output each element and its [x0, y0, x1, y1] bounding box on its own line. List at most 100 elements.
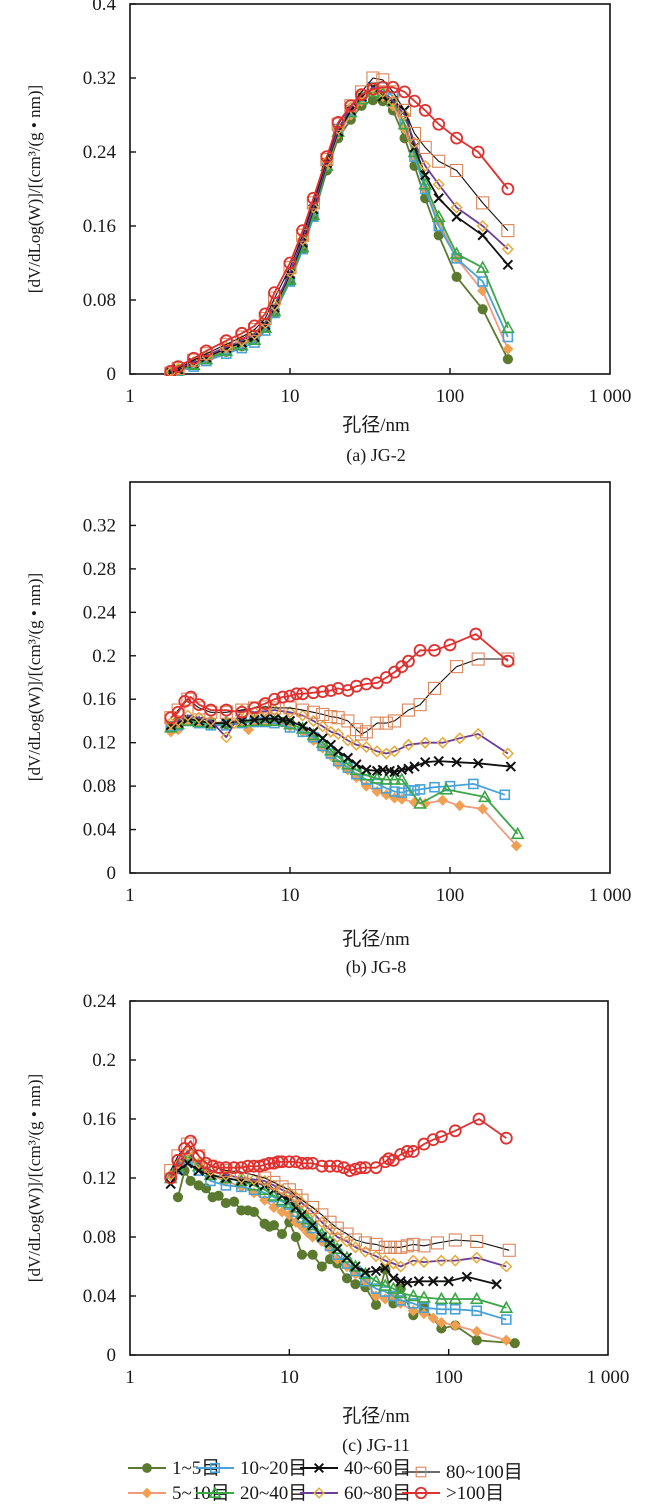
- data-point: [185, 1175, 196, 1187]
- data-point: [370, 771, 384, 784]
- data-point: [315, 1208, 329, 1222]
- data-point: [199, 344, 213, 358]
- data-point: [430, 1236, 444, 1250]
- data-point: [296, 224, 310, 238]
- data-point: [501, 654, 515, 668]
- data-point: [354, 1161, 367, 1175]
- data-point: [320, 152, 334, 166]
- data-point: [394, 1240, 408, 1254]
- data-point: [439, 782, 454, 795]
- data-point: [419, 159, 432, 172]
- data-point: [387, 772, 402, 785]
- y-tick-label: 0.24: [83, 142, 117, 163]
- data-point: [509, 1338, 520, 1349]
- data-point: [450, 660, 464, 674]
- data-point: [407, 1254, 420, 1267]
- x-tick-label: 1 000: [589, 885, 632, 906]
- data-point: [472, 758, 484, 769]
- data-point: [461, 1271, 473, 1283]
- data-point: [449, 246, 464, 259]
- chart-caption: (b) JG-8: [346, 957, 407, 978]
- data-point: [341, 1273, 353, 1284]
- x-axis-title: 孔径/nm: [342, 414, 410, 436]
- data-point: [316, 685, 330, 699]
- data-point: [428, 643, 441, 657]
- data-point: [320, 150, 334, 164]
- data-point: [248, 706, 261, 719]
- data-point: [267, 1188, 281, 1201]
- legend-marker-icon: [313, 1487, 325, 1499]
- data-point: [204, 703, 218, 717]
- data-point: [331, 116, 345, 129]
- data-point: [316, 720, 329, 733]
- x-ticks: 1 10 100 1 000: [125, 867, 631, 906]
- data-point: [219, 1164, 233, 1178]
- data-point: [306, 705, 320, 719]
- data-point: [323, 743, 338, 756]
- data-point: [369, 1161, 383, 1175]
- data-point: [204, 714, 217, 728]
- data-point: [341, 1260, 353, 1273]
- data-point: [418, 177, 433, 190]
- data-point: [453, 732, 466, 745]
- data-point: [228, 1196, 240, 1207]
- data-point: [341, 1252, 353, 1263]
- data-point: [308, 726, 319, 738]
- data-point: [283, 689, 297, 703]
- legend-marker-icon: [142, 1463, 152, 1473]
- y-tick-label: 0.24: [83, 602, 117, 623]
- data-point: [283, 1186, 296, 1199]
- data-point: [491, 1278, 502, 1290]
- x-tick-label: 10: [280, 1367, 299, 1388]
- data-point: [359, 768, 374, 781]
- series-s6: [164, 81, 514, 376]
- data-point: [227, 1161, 241, 1175]
- legend-item: 10~20目: [196, 1458, 307, 1479]
- data-point: [305, 1218, 320, 1231]
- data-point: [192, 1149, 206, 1163]
- series-line: [170, 86, 509, 372]
- x-axis-title: 孔径/nm: [342, 928, 410, 950]
- legend-label: 40~60目: [344, 1458, 411, 1479]
- data-point: [359, 1245, 372, 1258]
- plot-frame: [129, 1000, 609, 1356]
- data-point: [379, 1254, 392, 1267]
- data-point: [332, 727, 345, 741]
- data-point: [370, 1299, 382, 1310]
- data-point: [471, 1305, 483, 1317]
- data-point: [359, 725, 373, 739]
- data-point: [220, 731, 233, 744]
- y-ticks: 0 0.08 0.16 0.24 0.32 0.4: [83, 0, 136, 385]
- data-point: [436, 736, 449, 749]
- data-point: [320, 155, 333, 168]
- data-point: [187, 351, 201, 365]
- data-point: [296, 1209, 308, 1221]
- data-point: [427, 681, 442, 695]
- data-point: [451, 271, 462, 282]
- y-tick-label: 0.12: [83, 1168, 116, 1189]
- legend-item: >100目: [402, 1483, 504, 1504]
- data-point: [432, 117, 446, 131]
- y-tick-label: 0: [107, 863, 117, 884]
- legend-label: >100目: [446, 1483, 504, 1504]
- legend-marker-icon: [415, 1466, 427, 1478]
- data-point: [403, 763, 414, 774]
- data-point: [351, 759, 362, 770]
- data-point: [220, 1197, 232, 1209]
- data-point: [268, 692, 281, 706]
- data-point: [171, 360, 185, 374]
- data-point: [267, 1175, 281, 1189]
- data-point: [316, 707, 330, 721]
- data-point: [432, 154, 446, 168]
- data-point: [448, 1233, 462, 1247]
- legend-marker-icon: [314, 1463, 324, 1473]
- data-point: [276, 690, 290, 704]
- x-tick-label: 100: [434, 1367, 463, 1388]
- x-tick-label: 10: [281, 885, 300, 906]
- data-point: [317, 733, 328, 744]
- data-point: [348, 1233, 363, 1247]
- y-tick-label: 0.28: [83, 559, 116, 580]
- data-point: [370, 676, 384, 690]
- data-point: [477, 230, 488, 241]
- series-group: [163, 627, 525, 852]
